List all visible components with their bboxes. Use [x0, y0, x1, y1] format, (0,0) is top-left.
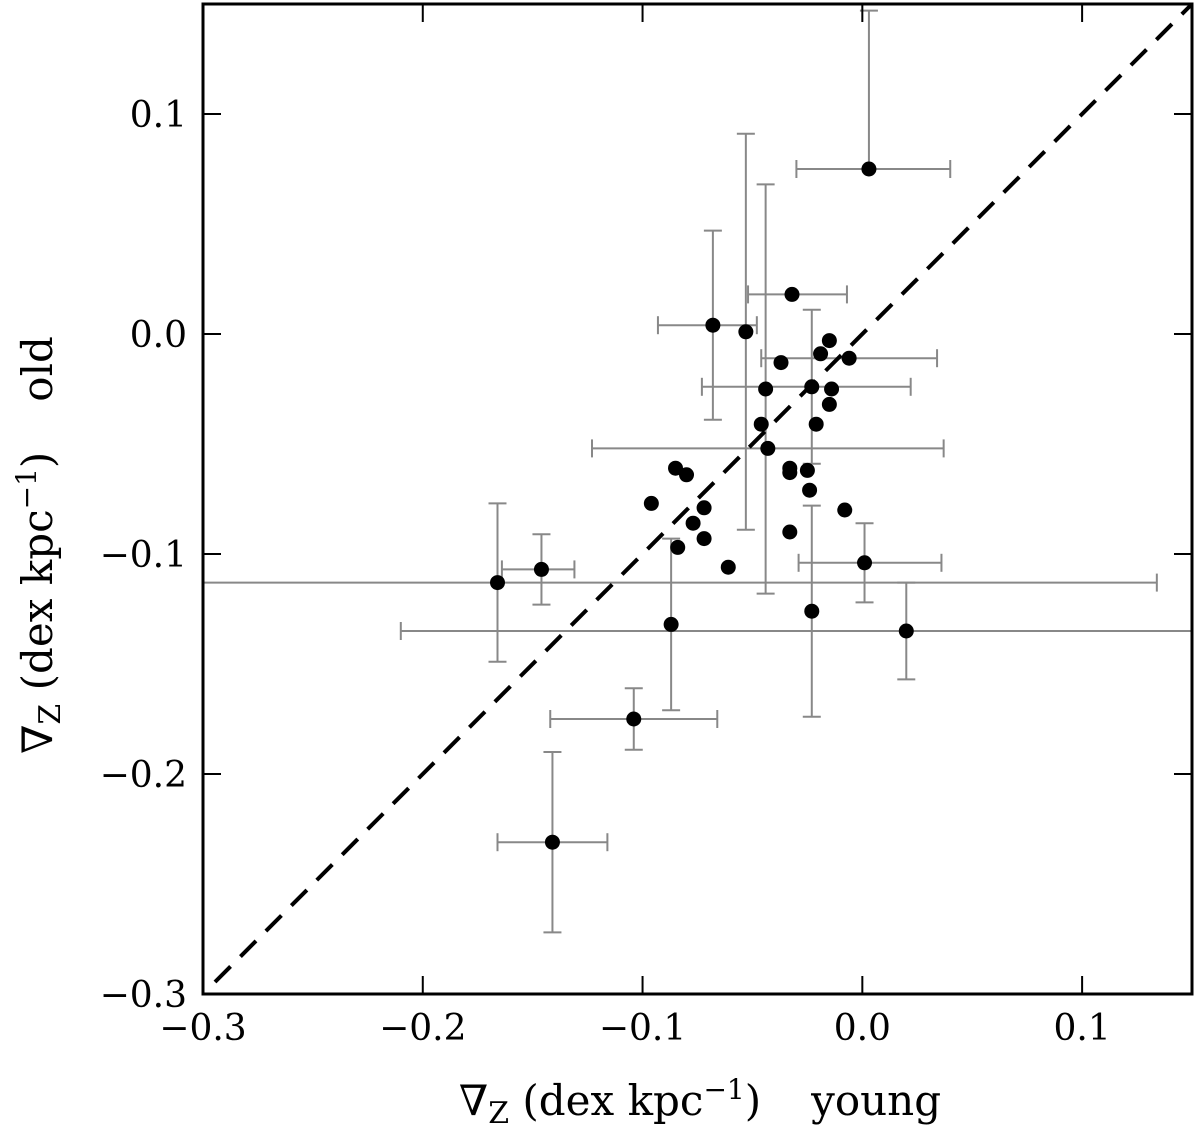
x-tick-label: 0.1: [1053, 1008, 1110, 1049]
data-point: [670, 539, 686, 555]
data-point: [799, 462, 815, 478]
y-axis-label: ∇Z (dex kpc−1)old: [10, 336, 69, 754]
chart-plot-area: [203, 2, 1194, 984]
reference-line-one-to-one: [213, 2, 1194, 984]
x-tick-label: −0.3: [159, 1008, 246, 1049]
data-point: [696, 531, 712, 547]
data-point: [696, 500, 712, 516]
y-tick-label: −0.1: [100, 535, 187, 576]
data-point: [857, 555, 873, 571]
data-point: [784, 286, 800, 302]
data-point: [544, 834, 560, 850]
data-point: [663, 616, 679, 632]
plot-frame: [201, 2, 1194, 996]
data-point: [668, 460, 684, 476]
y-tick-label: −0.2: [100, 755, 187, 796]
data-point: [837, 502, 853, 518]
y-axis-ticks: −0.3 −0.2 −0.1 0.0 0.1: [100, 95, 1192, 1016]
data-point: [824, 381, 840, 397]
data-point: [804, 603, 820, 619]
x-tick-label: −0.1: [599, 1008, 686, 1049]
x-tick-label: −0.2: [379, 1008, 466, 1049]
data-point: [813, 346, 829, 362]
data-point: [898, 623, 914, 639]
y-tick-label: −0.3: [100, 975, 187, 1016]
data-point: [782, 465, 798, 481]
data-point: [802, 482, 818, 498]
data-point: [738, 324, 754, 340]
data-point: [760, 440, 776, 456]
x-axis-ticks: −0.3 −0.2 −0.1 0.0 0.1: [159, 4, 1111, 1049]
data-point: [821, 396, 837, 412]
data-point: [685, 515, 701, 531]
data-point: [808, 416, 824, 432]
data-point: [782, 524, 798, 540]
data-point: [533, 561, 549, 577]
data-point: [705, 317, 721, 333]
y-tick-label: 0.0: [130, 315, 187, 356]
error-bars: [203, 9, 1193, 934]
data-point: [720, 559, 736, 575]
data-point: [841, 350, 857, 366]
data-point: [758, 381, 774, 397]
y-tick-label: 0.1: [130, 95, 187, 136]
data-point: [490, 575, 506, 591]
data-point: [804, 379, 820, 395]
data-points: [490, 161, 914, 850]
data-point: [861, 161, 877, 177]
data-point: [679, 467, 695, 483]
data-point: [753, 416, 769, 432]
x-tick-label: 0.0: [834, 1008, 891, 1049]
data-point: [626, 711, 642, 727]
data-point: [773, 355, 789, 371]
x-axis-label: ∇Z (dex kpc−1) young: [459, 1073, 941, 1130]
data-point: [821, 333, 837, 349]
data-point: [643, 495, 659, 511]
